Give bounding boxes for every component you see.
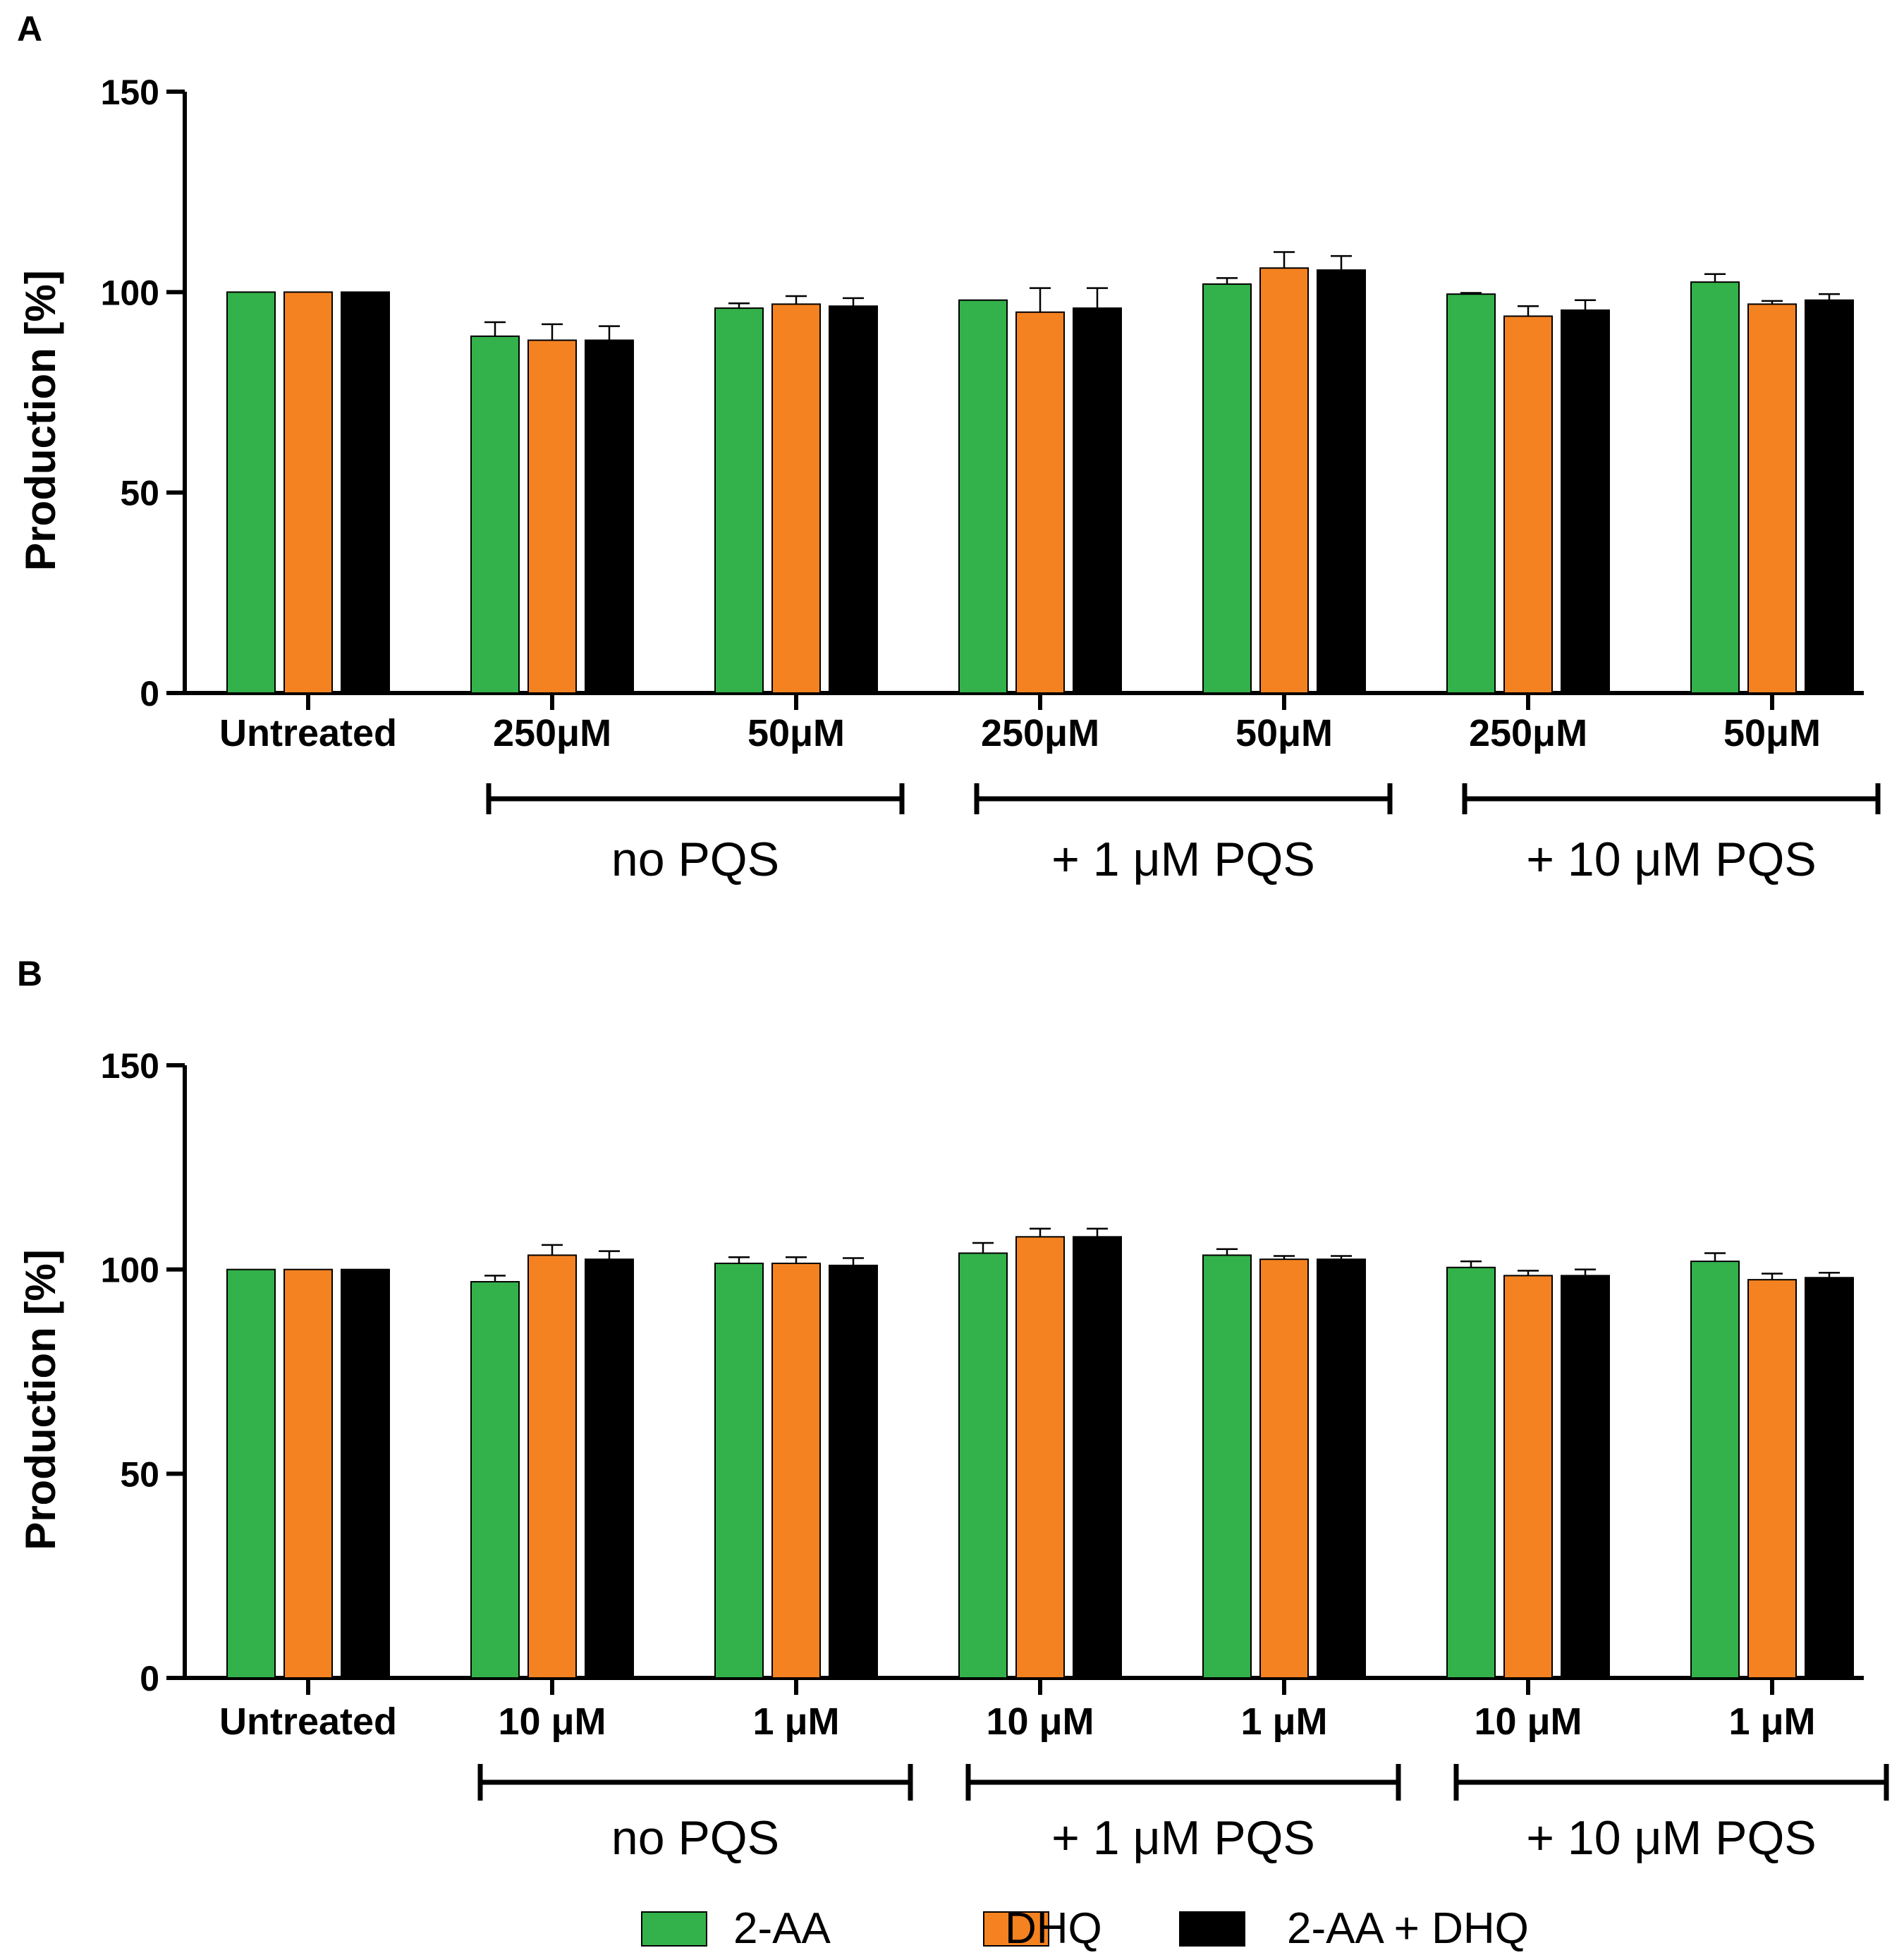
group-label-0: no PQS xyxy=(611,1811,779,1865)
y-axis-label: Production [%] xyxy=(17,270,64,571)
bar-2-aa-dhq-1 xyxy=(585,1258,634,1679)
bar-2-aa-6 xyxy=(1690,1261,1740,1679)
y-tick-label-150: 150 xyxy=(101,73,159,112)
x-tick-label-3: 250μM xyxy=(981,712,1099,754)
bar-2-aa-dhq-6 xyxy=(1805,1277,1854,1679)
bar-2-aa-3 xyxy=(958,299,1008,694)
bar-2-aa-dhq-3 xyxy=(1073,307,1122,694)
bar-dhq-5 xyxy=(1503,315,1553,694)
bar-2-aa-dhq-5 xyxy=(1561,1275,1610,1679)
bar-2-aa-5 xyxy=(1446,293,1496,694)
bar-2-aa-dhq-6 xyxy=(1805,299,1854,694)
bar-2-aa-3 xyxy=(958,1252,1008,1679)
group-label-2: + 10 μM PQS xyxy=(1526,833,1816,886)
group-label-0: no PQS xyxy=(611,833,779,886)
bar-2-aa-dhq-2 xyxy=(829,305,878,694)
bar-2-aa-4 xyxy=(1202,1254,1252,1679)
bar-dhq-6 xyxy=(1747,303,1797,694)
bar-2-aa-dhq-0 xyxy=(341,1268,390,1679)
x-tick-label-4: 50μM xyxy=(1235,712,1333,754)
panel-letter-a: A xyxy=(17,9,42,49)
group-label-2: + 10 μM PQS xyxy=(1526,1811,1816,1865)
y-tick-label-0: 0 xyxy=(140,674,159,713)
bar-2-aa-dhq-3 xyxy=(1073,1236,1122,1679)
x-tick-label-0: Untreated xyxy=(219,1700,397,1743)
bar-2-aa-5 xyxy=(1446,1266,1496,1679)
y-tick-label-100: 100 xyxy=(101,1251,159,1290)
bar-2-aa-1 xyxy=(470,335,520,694)
bar-2-aa-2 xyxy=(714,307,764,694)
y-tick-label-50: 50 xyxy=(120,1454,159,1494)
bar-2-aa-1 xyxy=(470,1281,520,1679)
legend-swatch-2-aa-dhq xyxy=(1179,1911,1245,1947)
bar-dhq-1 xyxy=(527,1254,577,1679)
x-tick-label-1: 250μM xyxy=(493,712,611,754)
legend-label-dhq: DHQ xyxy=(1005,1904,1102,1953)
bar-2-aa-2 xyxy=(714,1262,764,1679)
bar-2-aa-dhq-4 xyxy=(1317,269,1366,694)
bar-dhq-5 xyxy=(1503,1275,1553,1679)
bar-2-aa-dhq-4 xyxy=(1317,1258,1366,1679)
x-tick-label-1: 10 μM xyxy=(498,1700,606,1743)
x-tick-label-0: Untreated xyxy=(219,712,397,754)
x-tick-label-2: 1 μM xyxy=(752,1700,839,1743)
x-tick-label-6: 50μM xyxy=(1723,712,1821,754)
x-tick-label-5: 10 μM xyxy=(1474,1700,1582,1743)
legend-swatch-2-aa xyxy=(641,1911,707,1947)
panel-b: B 0 50 100 150 Production [%] Untreated 10 μM 1… xyxy=(17,954,1889,1865)
bar-2-aa-6 xyxy=(1690,281,1740,694)
bar-2-aa-dhq-1 xyxy=(585,339,634,694)
bar-dhq-4 xyxy=(1259,1258,1309,1679)
bar-dhq-3 xyxy=(1015,1236,1065,1679)
legend-label-2-aa: 2-AA xyxy=(733,1904,831,1953)
bar-2-aa-dhq-0 xyxy=(341,291,390,694)
group-label-1: + 1 μM PQS xyxy=(1051,1811,1315,1865)
panel-a: A 0 50 100 150 Production [%] Untreated 250μM 5… xyxy=(17,9,1881,886)
bar-2-aa-4 xyxy=(1202,283,1252,694)
group-label-1: + 1 μM PQS xyxy=(1051,833,1315,886)
panel-letter-b: B xyxy=(17,954,42,993)
x-tick-label-2: 50μM xyxy=(747,712,845,754)
legend-label-2-aa-dhq: 2-AA + DHQ xyxy=(1287,1904,1529,1953)
bar-dhq-2 xyxy=(771,303,821,694)
bar-2-aa-0 xyxy=(226,1268,276,1679)
x-tick-label-4: 1 μM xyxy=(1240,1700,1327,1743)
y-tick-label-100: 100 xyxy=(101,273,159,312)
legend: 2-AA DHQ 2-AA + DHQ xyxy=(641,1904,1529,1953)
x-tick-label-3: 10 μM xyxy=(986,1700,1094,1743)
x-tick-label-6: 1 μM xyxy=(1728,1700,1815,1743)
bar-2-aa-dhq-5 xyxy=(1561,309,1610,694)
y-axis-label: Production [%] xyxy=(17,1249,64,1550)
bar-dhq-1 xyxy=(527,339,577,694)
bar-2-aa-0 xyxy=(226,291,276,694)
x-tick-label-5: 250μM xyxy=(1469,712,1587,754)
bar-dhq-2 xyxy=(771,1262,821,1679)
bar-dhq-0 xyxy=(283,291,333,694)
bar-dhq-4 xyxy=(1259,267,1309,694)
y-tick-label-50: 50 xyxy=(120,474,159,513)
bar-2-aa-dhq-2 xyxy=(829,1264,878,1679)
bar-dhq-3 xyxy=(1015,311,1065,694)
bar-dhq-6 xyxy=(1747,1279,1797,1679)
legend-swatch-dhq xyxy=(983,1911,1049,1947)
y-tick-label-0: 0 xyxy=(140,1659,159,1698)
y-tick-label-150: 150 xyxy=(101,1046,159,1086)
bar-dhq-0 xyxy=(283,1268,333,1679)
